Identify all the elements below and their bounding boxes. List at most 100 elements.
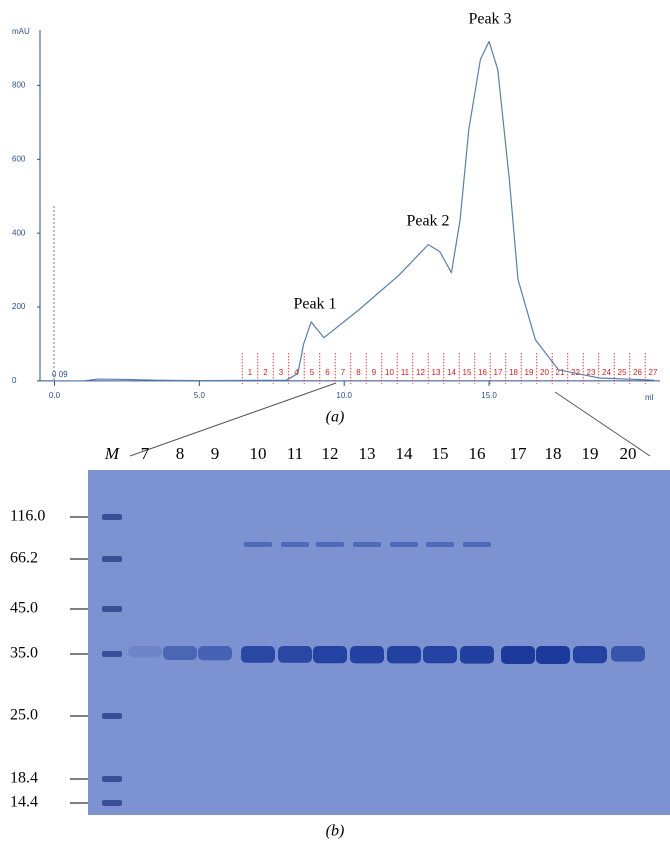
marker-label: 116.0 (10, 508, 45, 525)
lane-label: 8 (176, 444, 185, 463)
marker-band (102, 514, 122, 520)
fraction-label: 24 (602, 368, 611, 377)
annotation: Peak 1 (293, 296, 336, 313)
band (128, 646, 162, 658)
fraction-label: 1 (248, 368, 253, 377)
band (316, 542, 344, 547)
fraction-label: 15 (463, 368, 472, 377)
fraction-label: 26 (633, 368, 642, 377)
x-tick-label: 0.0 (49, 391, 61, 400)
lane-label: 15 (432, 444, 449, 463)
band (278, 646, 312, 663)
fraction-label: 11 (401, 368, 410, 377)
fraction-label: 21 (556, 368, 565, 377)
marker-label: 66.2 (10, 550, 38, 567)
x-tick-label: 15.0 (481, 391, 497, 400)
marker-label: 35.0 (10, 645, 38, 662)
band (241, 646, 275, 663)
lane-label: 17 (510, 444, 528, 463)
marker-label: 25.0 (10, 707, 38, 724)
fraction-label: 18 (509, 368, 518, 377)
caption: (a) (326, 409, 345, 426)
fraction-label: 5 (310, 368, 315, 377)
lane-label: 20 (620, 444, 637, 463)
fraction-label: 20 (540, 368, 549, 377)
fraction-label: 17 (494, 368, 503, 377)
fraction-label: 16 (478, 368, 487, 377)
fraction-label: 3 (279, 368, 284, 377)
band (198, 646, 232, 661)
band (536, 646, 570, 664)
marker-band (102, 606, 122, 612)
y-tick-label: 800 (12, 81, 26, 90)
marker-label: 18.4 (10, 770, 38, 787)
caption: (b) (326, 823, 345, 840)
start-label: 0 09 (52, 370, 68, 379)
gel: M 7 8 9 10 11 12 13 14 15 16 17 18 19 20 116.0 66.2 45.0 3… (10, 444, 645, 811)
lane-label: 12 (322, 444, 339, 463)
lane-label: 18 (545, 444, 562, 463)
band (313, 646, 347, 664)
y-tick-label: 200 (12, 302, 26, 311)
lane-label: 16 (469, 444, 486, 463)
connector (129, 382, 337, 457)
lane-label: 13 (359, 444, 376, 463)
band (426, 542, 454, 547)
fraction-label: 2 (263, 368, 268, 377)
fraction-label: 23 (587, 368, 596, 377)
lane-label: 7 (141, 444, 150, 463)
lane-label: 11 (287, 444, 303, 463)
band (353, 542, 381, 547)
fraction-label: 25 (618, 368, 627, 377)
fraction-label: 9 (372, 368, 377, 377)
marker-band (102, 776, 122, 782)
marker-label: 14.4 (10, 794, 38, 811)
lane-label: M (104, 444, 120, 463)
marker-label: 45.0 (10, 600, 38, 617)
lane-label: 9 (211, 444, 220, 463)
band (163, 646, 197, 660)
fraction-label: 10 (385, 368, 394, 377)
y-tick-label: 0 (12, 376, 17, 385)
connector (554, 391, 651, 457)
marker-band (102, 713, 122, 719)
marker-band (102, 556, 122, 562)
fraction-label: 7 (341, 368, 346, 377)
fraction-label: 22 (571, 368, 580, 377)
y-tick-label: 600 (12, 154, 26, 163)
x-unit: ml (645, 393, 654, 402)
band (350, 646, 384, 664)
fraction-label: 4 (294, 368, 299, 377)
band (460, 646, 494, 664)
x-tick-label: 10.0 (336, 391, 352, 400)
fraction-label: 6 (325, 368, 330, 377)
fraction-label: 12 (416, 368, 425, 377)
y-unit: mAU (12, 27, 30, 36)
fraction-label: 13 (432, 368, 441, 377)
marker-band (102, 800, 122, 806)
lane-label: 19 (582, 444, 599, 463)
band (281, 542, 309, 547)
lane-label: 14 (396, 444, 414, 463)
fraction-label: 14 (447, 368, 456, 377)
band (501, 646, 535, 664)
fraction-label: 27 (649, 368, 658, 377)
y-tick-label: 400 (12, 228, 26, 237)
band (244, 542, 272, 547)
band (573, 646, 607, 664)
fraction-label: 19 (525, 368, 534, 377)
gel-image (88, 470, 670, 815)
band (463, 542, 491, 547)
fraction-label: 8 (356, 368, 361, 377)
marker-band (102, 651, 122, 657)
x-tick-label: 5.0 (194, 391, 206, 400)
band (611, 646, 645, 662)
annotation: Peak 2 (406, 213, 449, 230)
band (387, 646, 421, 664)
band (423, 646, 457, 664)
annotation: Peak 3 (468, 11, 511, 28)
trace (54, 40, 655, 382)
